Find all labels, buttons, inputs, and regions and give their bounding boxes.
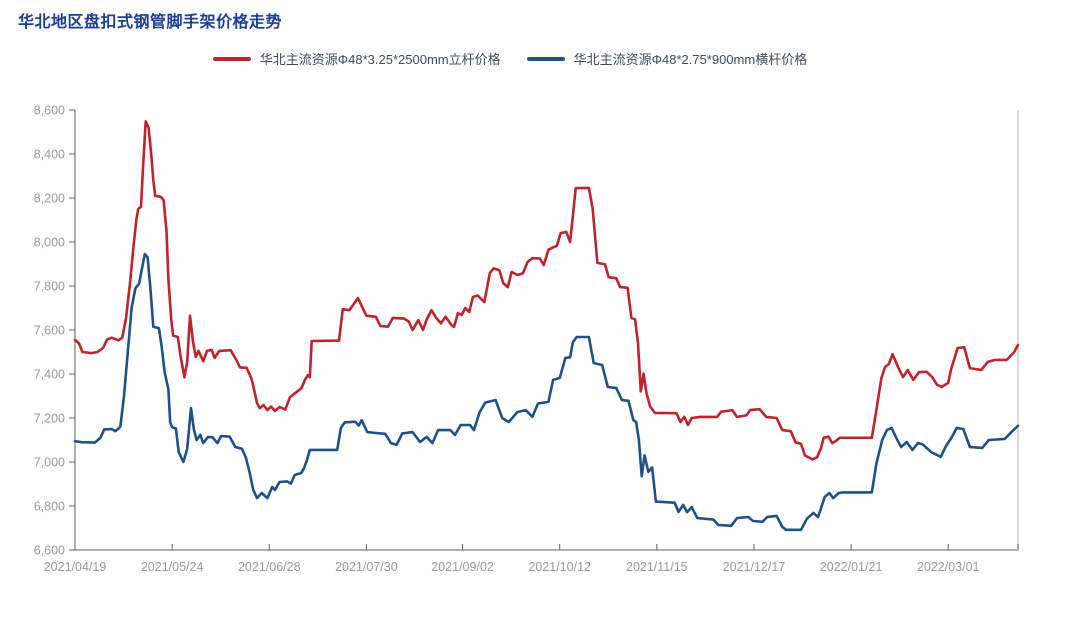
legend-item-horizontal-bar[interactable]: 华北主流资源Φ48*2.75*900mm横杆价格 [526, 49, 808, 68]
y-tick-label: 8,000 [34, 236, 65, 250]
y-tick-label: 8,200 [34, 192, 65, 206]
series-lines [73, 120, 1020, 532]
x-tick-label: 2021/04/19 [44, 560, 107, 574]
legend-label: 华北主流资源Φ48*3.25*2500mm立杆价格 [259, 52, 501, 67]
y-axis-ticks: 6,600 6,800 7,000 7,200 7,400 7,600 7,800 8,000… [34, 104, 75, 558]
y-tick-label: 8,600 [34, 104, 65, 118]
x-tick-label: 2022/03/01 [917, 560, 980, 574]
series-line-vertical-pole [73, 120, 1020, 461]
x-axis-ticks: 2021/04/19 2021/05/24 2021/06/28 2021/07/30… [44, 544, 1019, 574]
x-tick-label: 2021/09/02 [431, 560, 494, 574]
y-tick-label: 6,800 [34, 500, 65, 514]
series-line-horizontal-bar [73, 252, 1020, 532]
x-tick-label: 2021/10/12 [528, 560, 591, 574]
x-tick-label: 2021/12/17 [723, 560, 786, 574]
x-tick-label: 2021/05/24 [141, 560, 204, 574]
x-tick-label: 2022/01/21 [820, 560, 883, 574]
legend-label: 华北主流资源Φ48*2.75*900mm横杆价格 [573, 52, 808, 67]
legend-item-vertical-pole[interactable]: 华北主流资源Φ48*3.25*2500mm立杆价格 [212, 49, 501, 68]
y-tick-label: 8,400 [34, 148, 65, 162]
y-tick-label: 6,600 [34, 544, 65, 558]
blue-line-swatch-icon [526, 56, 565, 61]
x-tick-label: 2021/06/28 [238, 560, 301, 574]
red-line-swatch-icon [212, 56, 251, 61]
y-tick-label: 7,200 [34, 412, 65, 426]
x-tick-label: 2021/07/30 [335, 560, 398, 574]
y-tick-label: 7,600 [34, 324, 65, 338]
chart-legend: 华北主流资源Φ48*3.25*2500mm立杆价格 华北主流资源Φ48*2.75… [0, 49, 1020, 68]
page-title: 华北地区盘扣式钢管脚手架价格走势 [18, 14, 283, 31]
y-tick-label: 7,000 [34, 456, 65, 470]
y-tick-label: 7,800 [34, 280, 65, 294]
y-tick-label: 7,400 [34, 368, 65, 382]
x-tick-label: 2021/11/15 [626, 560, 688, 574]
plot-area[interactable] [75, 110, 1018, 550]
